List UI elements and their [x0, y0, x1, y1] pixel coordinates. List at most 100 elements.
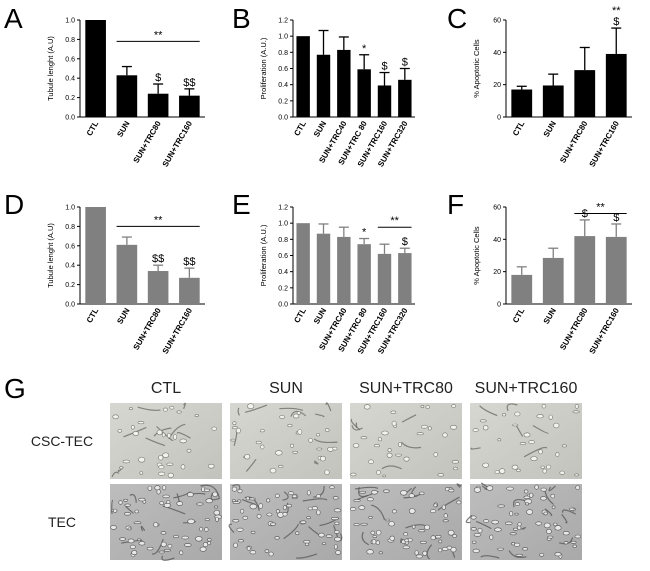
column-header: SUN+TRC80 — [359, 380, 453, 397]
micrograph-image — [110, 484, 222, 561]
bar-sun-trc80 — [147, 271, 169, 304]
micrograph-image — [465, 482, 582, 560]
bar-sun-trc160 — [605, 53, 627, 117]
y-tick-label: 1.0 — [278, 221, 288, 228]
significance-label: $ — [381, 61, 387, 73]
x-category-label: SUN+TRC80 — [132, 119, 164, 165]
y-tick-label: 0.2 — [65, 282, 75, 289]
x-category-label: SUN — [115, 119, 131, 138]
bar-ctl — [85, 207, 106, 304]
y-tick-label: 40 — [493, 50, 501, 57]
bar-sun-trc80 — [574, 70, 596, 117]
panel-letter: G — [4, 373, 26, 404]
significance-label: $ — [402, 57, 408, 69]
bracket-label: ** — [596, 201, 605, 213]
chart-panel-F: F % Apoptotic Cells 0 20 40 60 CTL SUN $ SUN+TRC8… — [447, 189, 632, 355]
y-tick-label: 20 — [493, 269, 501, 276]
x-category-label: SUN+TRC80 — [558, 306, 590, 352]
bar-ctl — [296, 223, 310, 304]
column-header: SUN — [269, 380, 303, 397]
x-category-label: SUN — [115, 306, 131, 325]
x-category-label: CTL — [85, 306, 101, 324]
y-tick-label: 40 — [493, 237, 501, 244]
bar-sun — [316, 54, 331, 117]
y-tick-label: 0.4 — [65, 263, 75, 270]
y-tick-label: 0.2 — [278, 98, 288, 105]
x-category-label: SUN — [312, 119, 328, 138]
bar-sun-trc160 — [179, 277, 200, 304]
x-category-label: CTL — [85, 119, 101, 137]
significance-label: * — [362, 227, 367, 239]
significance-label: $$ — [152, 253, 164, 265]
significance-label: $$ — [183, 256, 195, 268]
y-tick-label: 1.2 — [278, 205, 288, 212]
y-tick-label: 60 — [493, 205, 501, 212]
x-category-label: CTL — [511, 119, 527, 137]
x-category-label: SUN+TRC160 — [588, 119, 622, 168]
y-tick-label: 0.6 — [65, 56, 75, 63]
bar-sun-trc80 — [147, 93, 169, 117]
chart-panel-C: C % Apoptotic Cells 0 20 40 60 CTL SUN SUN+TRC80… — [447, 3, 632, 168]
y-tick-label: 0.4 — [278, 82, 288, 89]
bar-sun-trc160 — [605, 236, 627, 304]
y-tick-label: 0.8 — [65, 37, 75, 44]
bar-sun-trc160 — [377, 85, 392, 117]
y-tick-label: 0.6 — [65, 243, 75, 250]
panel-letter: F — [447, 189, 464, 220]
micrograph-image — [110, 402, 222, 479]
chart-panel-D: D Tubule lenght (A.U) 0.0 0.2 0.4 0.6 0.8 1.0 CT… — [4, 189, 205, 355]
micrograph-image — [230, 402, 342, 479]
bar-sun-trc160 — [179, 95, 200, 117]
y-axis-label: % Apoptotic Cells — [472, 226, 481, 285]
bar-sun — [116, 244, 138, 304]
chart-panel-B: B Proliferation (A.U.) 0.0 0.2 0.4 0.6 0.8 1.0 1… — [232, 3, 415, 168]
bar-ctl — [85, 20, 106, 117]
panel-letter: E — [232, 189, 251, 220]
row-header: TEC — [48, 514, 76, 530]
y-tick-label: 60 — [493, 18, 501, 25]
x-category-label: SUN — [542, 119, 558, 138]
x-category-label: CTL — [511, 306, 527, 324]
y-tick-label: 0 — [497, 115, 501, 122]
x-category-label: SUN+TRC160 — [588, 306, 622, 355]
bar-sun — [542, 257, 564, 304]
y-tick-label: 0.4 — [278, 269, 288, 276]
panel-letter: C — [447, 3, 467, 34]
y-tick-label: 0.4 — [65, 76, 75, 83]
bar-sun-trc160 — [377, 253, 392, 304]
micrograph-image — [349, 483, 462, 560]
x-category-label: SUN+TRC160 — [161, 119, 195, 168]
x-category-label: CTL — [292, 306, 308, 324]
panel-letter: D — [4, 189, 24, 220]
significance-label: * — [362, 43, 367, 55]
y-tick-label: 0.8 — [278, 50, 288, 57]
y-axis-label: % Apoptotic Cells — [472, 39, 481, 98]
y-tick-label: 1.0 — [278, 34, 288, 41]
bar-ctl — [511, 274, 533, 304]
x-category-label: SUN — [312, 306, 328, 325]
column-header: CTL — [151, 380, 181, 397]
bar-ctl — [296, 36, 310, 117]
micrograph-image — [470, 403, 582, 479]
bracket-label: ** — [390, 215, 399, 227]
chart-panel-A: A Tubule lenght (A.U) 0.0 0.2 0.4 0.6 0.8 1.0 CT… — [4, 3, 205, 168]
bar-sun-trc320 — [398, 253, 412, 304]
micrograph-image — [228, 484, 343, 560]
y-tick-label: 0.0 — [65, 302, 75, 309]
y-axis-label: Tubule lenght (A.U) — [46, 36, 55, 101]
y-tick-label: 0.0 — [278, 302, 288, 309]
x-category-label: SUN+TRC80 — [558, 119, 590, 165]
significance-label: $$ — [183, 77, 195, 89]
bar-ctl — [511, 89, 533, 117]
y-tick-label: 0 — [497, 302, 501, 309]
significance-label: $ — [613, 16, 619, 28]
y-tick-label: 0.0 — [65, 115, 75, 122]
x-category-label: SUN — [542, 306, 558, 325]
significance-label: $ — [155, 72, 161, 84]
bar-sun-trc80 — [574, 236, 596, 304]
y-tick-label: 1.0 — [65, 205, 75, 212]
x-category-label: CTL — [292, 119, 308, 137]
micrograph-image — [350, 403, 462, 479]
y-axis-label: Tubule lenght (A.U) — [46, 223, 55, 288]
y-axis-label: Proliferation (A.U.) — [259, 37, 268, 99]
